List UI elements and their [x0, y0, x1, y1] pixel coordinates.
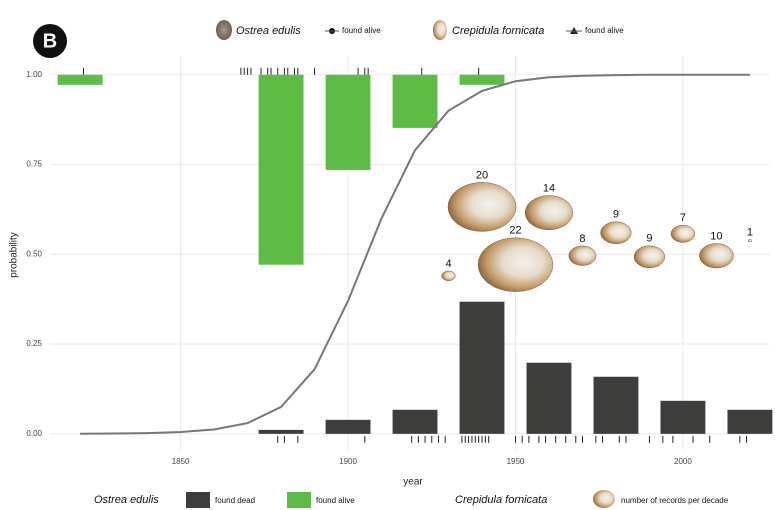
shell-bubble — [477, 237, 554, 292]
bubble-label: 22 — [509, 225, 521, 237]
bubble-label: 9 — [613, 209, 619, 221]
x-axis-title: year — [403, 477, 423, 488]
legend-label: number of records per decade — [621, 496, 729, 505]
fit-curve — [80, 73, 750, 435]
bubble-label: 20 — [476, 169, 488, 181]
bubble-label: 1 — [747, 226, 753, 238]
top-legend: Ostrea edulis found alive Crepidula forn… — [216, 20, 624, 40]
legend-icon — [216, 20, 232, 40]
legend-species: Crepidula fornicata — [452, 25, 544, 37]
bubble-label: 10 — [710, 230, 722, 242]
x-tick-label: 1900 — [339, 457, 357, 466]
shell-bubble — [699, 243, 734, 269]
bar — [526, 362, 572, 434]
x-tick-label: 1850 — [172, 457, 190, 466]
bar — [392, 409, 438, 434]
bar — [325, 419, 371, 434]
bar — [392, 74, 438, 128]
bar — [660, 400, 706, 434]
bar — [459, 301, 505, 434]
legend-label: found dead — [215, 496, 255, 505]
shell-bubble — [441, 270, 456, 281]
y-axis-title: probability — [9, 232, 20, 278]
shell-bubble — [568, 245, 597, 266]
y-tick-label: 0.50 — [26, 249, 42, 258]
shell-bubble — [670, 225, 696, 243]
panel-letter: B — [43, 30, 57, 52]
bar — [325, 74, 371, 170]
y-tick-label: 0.75 — [26, 160, 42, 169]
legend-group: Crepidula fornicata — [455, 494, 547, 506]
bubble-label: 9 — [646, 233, 652, 245]
bar — [593, 376, 639, 434]
plot-area: 0.00 0.25 0.50 0.75 1.00 1850 1900 1950 2000 4 20 2… — [26, 55, 773, 466]
legend-species: Ostrea edulis — [236, 25, 301, 37]
legend-swatch-alive — [287, 492, 311, 508]
x-tick-label: 1950 — [507, 457, 525, 466]
bar — [57, 74, 103, 85]
legend-swatch-dead — [186, 492, 210, 508]
shell-bubble — [747, 239, 752, 243]
legend-group: Ostrea edulis — [94, 494, 159, 506]
shell-bubble — [524, 195, 574, 231]
bar — [459, 74, 505, 85]
x-tick-label: 2000 — [674, 457, 692, 466]
legend-icon — [433, 20, 447, 40]
shell-bubble — [600, 221, 632, 245]
shell-bubble — [447, 182, 517, 232]
bubble-label: 8 — [579, 233, 585, 245]
legend-label: found alive — [316, 496, 355, 505]
bar — [727, 409, 773, 434]
bubble-label: 14 — [543, 182, 555, 194]
bubble-label: 7 — [680, 212, 686, 224]
bar — [258, 74, 304, 265]
y-tick-label: 0.25 — [26, 339, 42, 348]
legend-label: found alive — [585, 26, 624, 35]
y-tick-label: 1.00 — [26, 70, 42, 79]
legend-label: found alive — [342, 26, 381, 35]
legend-icon — [593, 490, 615, 508]
shell-bubble — [633, 245, 665, 269]
y-tick-label: 0.00 — [26, 429, 42, 438]
bar — [258, 429, 304, 434]
panel-label: B — [33, 24, 67, 58]
bubble-label: 4 — [445, 258, 451, 270]
bottom-legend: Ostrea edulis found dead found alive Cre… — [94, 490, 729, 508]
